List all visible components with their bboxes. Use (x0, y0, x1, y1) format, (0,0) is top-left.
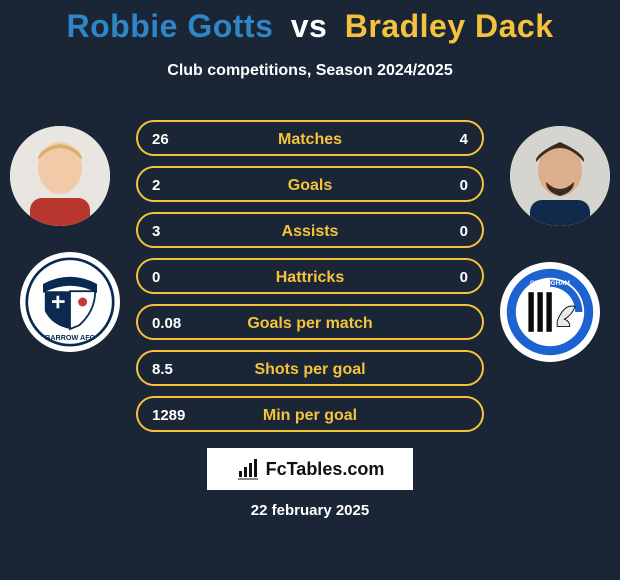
avatar-icon (510, 126, 610, 226)
stat-row: 2Goals0 (136, 166, 484, 202)
stat-row: 0.08Goals per match (136, 304, 484, 340)
stats-table: 26Matches42Goals03Assists00Hattricks00.0… (136, 120, 484, 442)
stat-label: Min per goal (138, 398, 482, 430)
stat-row: 8.5Shots per goal (136, 350, 484, 386)
stat-label: Assists (138, 214, 482, 246)
svg-text:BARROW AFC: BARROW AFC (45, 333, 95, 342)
stat-value-right (454, 398, 482, 430)
crest-icon: BARROW AFC (25, 257, 115, 347)
svg-text:GILLINGHAM: GILLINGHAM (530, 280, 570, 287)
stat-label: Shots per goal (138, 352, 482, 384)
player2-avatar (510, 126, 610, 226)
page-title: Robbie Gotts vs Bradley Dack (0, 8, 620, 45)
player2-club-crest: GILLINGHAM (500, 262, 600, 362)
player1-avatar (10, 126, 110, 226)
stat-value-right: 0 (446, 168, 482, 200)
stat-label: Matches (138, 122, 482, 154)
stat-row: 0Hattricks0 (136, 258, 484, 294)
crest-icon: GILLINGHAM (505, 267, 595, 357)
generation-date: 22 february 2025 (0, 502, 620, 519)
stat-row: 1289Min per goal (136, 396, 484, 432)
stat-label: Goals per match (138, 306, 482, 338)
stat-value-right: 0 (446, 214, 482, 246)
stat-value-right: 4 (446, 122, 482, 154)
site-badge: FcTables.com (207, 448, 413, 490)
stat-label: Hattricks (138, 260, 482, 292)
stat-row: 3Assists0 (136, 212, 484, 248)
stat-row: 26Matches4 (136, 120, 484, 156)
player1-club-crest: BARROW AFC (20, 252, 120, 352)
subtitle: Club competitions, Season 2024/2025 (0, 62, 620, 80)
vs-text: vs (291, 8, 328, 44)
comparison-card: Robbie Gotts vs Bradley Dack Club compet… (0, 0, 620, 580)
player1-name: Robbie Gotts (66, 8, 273, 44)
bar-chart-icon (236, 457, 260, 481)
stat-value-right: 0 (446, 260, 482, 292)
site-name: FcTables.com (266, 459, 385, 480)
stat-label: Goals (138, 168, 482, 200)
avatar-icon (10, 126, 110, 226)
player2-name: Bradley Dack (345, 8, 554, 44)
stat-value-right (454, 352, 482, 384)
stat-value-right (454, 306, 482, 338)
